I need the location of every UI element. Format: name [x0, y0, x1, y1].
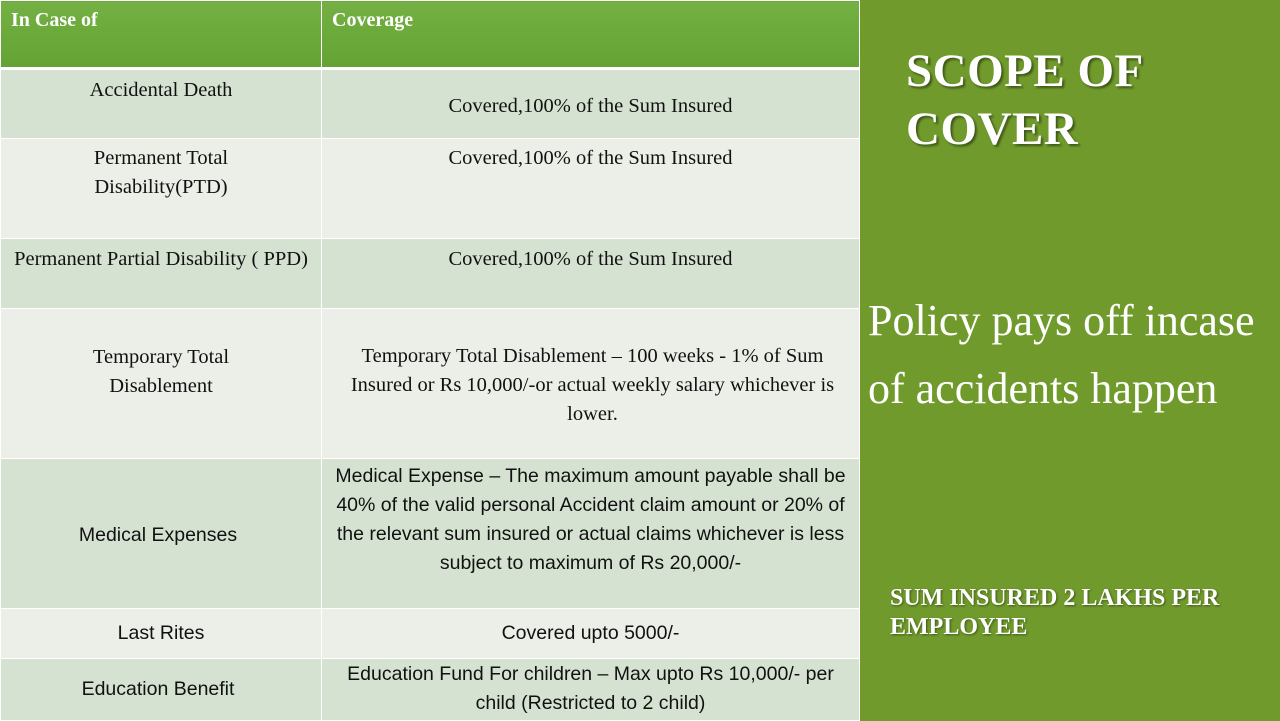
coverage-cell: Covered,100% of the Sum Insured — [321, 138, 860, 239]
case-cell: Education Benefit — [0, 658, 322, 721]
table-row: Permanent Total Disability(PTD) Covered,… — [0, 138, 860, 239]
sum-insured-note: SUM INSURED 2 LAKHS PER EMPLOYEE — [890, 585, 1220, 640]
coverage-cell: Temporary Total Disablement – 100 weeks … — [321, 308, 860, 459]
column-header-coverage: Coverage — [321, 0, 860, 70]
case-cell: Permanent Partial Disability ( PPD) — [0, 238, 322, 309]
table-row: Accidental Death Covered,100% of the Sum… — [0, 68, 860, 139]
case-cell: Temporary Total Disablement — [0, 308, 322, 459]
coverage-table-area: In Case of Coverage Accidental Death Cov… — [0, 0, 860, 721]
column-header-case: In Case of — [0, 0, 322, 70]
table-row: Permanent Partial Disability ( PPD) Cove… — [0, 238, 860, 309]
table-header-row: In Case of Coverage — [0, 0, 860, 70]
coverage-cell: Medical Expense – The maximum amount pay… — [321, 458, 860, 609]
policy-description: Policy pays off incase of accidents happ… — [868, 296, 1255, 413]
coverage-cell: Covered,100% of the Sum Insured — [321, 238, 860, 309]
table-row: Temporary Total Disablement Temporary To… — [0, 308, 860, 459]
table-row: Education Benefit Education Fund For chi… — [0, 658, 860, 721]
coverage-cell: Education Fund For children – Max upto R… — [321, 658, 860, 721]
coverage-cell: Covered upto 5000/- — [321, 608, 860, 659]
case-cell: Medical Expenses — [0, 458, 322, 609]
case-cell: Accidental Death — [0, 68, 322, 139]
slide-title: SCOPE OF COVER — [906, 45, 1142, 155]
case-cell: Last Rites — [0, 608, 322, 659]
table-row: Last Rites Covered upto 5000/- — [0, 608, 860, 659]
coverage-cell: Covered,100% of the Sum Insured — [321, 68, 860, 139]
coverage-table: In Case of Coverage Accidental Death Cov… — [0, 0, 860, 721]
case-cell: Permanent Total Disability(PTD) — [0, 138, 322, 239]
table-row: Medical Expenses Medical Expense – The m… — [0, 458, 860, 609]
